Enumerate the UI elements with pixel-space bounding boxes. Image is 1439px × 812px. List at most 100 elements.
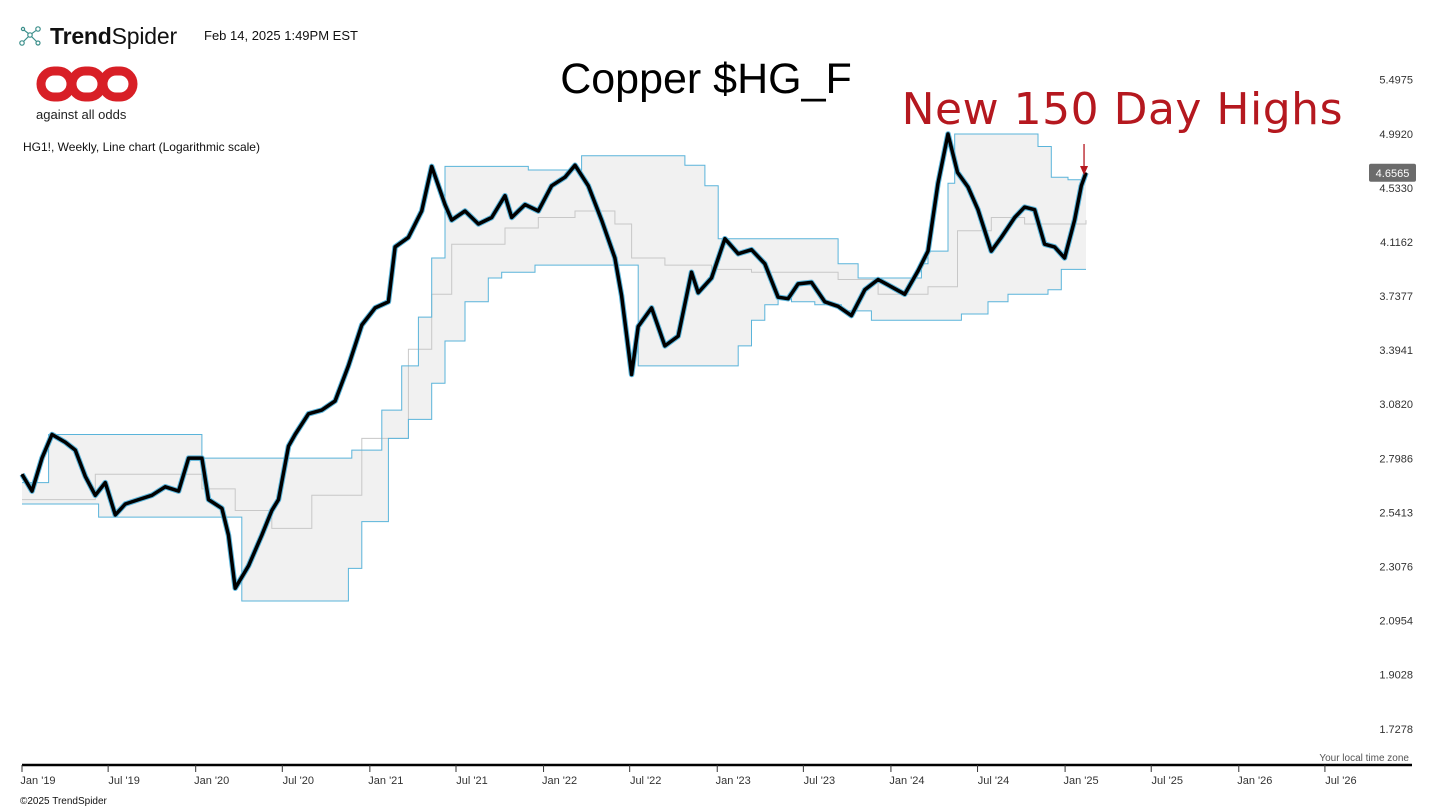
price-point — [94, 494, 96, 496]
x-tick-label: Jul '21 — [456, 775, 487, 787]
brand-name-light: Spider — [111, 22, 177, 49]
lower-channel-series — [22, 264, 1086, 602]
price-point — [564, 176, 566, 178]
price-point — [227, 534, 230, 536]
x-tick-label: Jan '23 — [716, 775, 751, 787]
price-point — [587, 185, 589, 187]
annotation-arrow-icon — [1080, 144, 1089, 175]
price-point — [511, 216, 513, 219]
price-point — [261, 534, 263, 536]
price-point — [797, 283, 799, 285]
price-point — [64, 441, 66, 443]
price-point — [737, 253, 739, 255]
price-point — [407, 236, 410, 238]
y-tick-label: 1.7278 — [1379, 724, 1413, 736]
x-tick-label: Jul '22 — [630, 775, 661, 787]
price-point — [1000, 236, 1002, 238]
price-point — [21, 473, 23, 475]
price-point — [31, 490, 33, 492]
y-tick-label: 4.5330 — [1379, 183, 1413, 195]
price-point — [151, 494, 153, 496]
price-point — [114, 514, 116, 516]
price-point — [630, 373, 633, 376]
x-tick-label: Jan '21 — [368, 775, 403, 787]
price-point — [287, 445, 290, 447]
y-tick-label: 4.1162 — [1380, 237, 1413, 249]
price-point — [1034, 209, 1036, 211]
price-point — [850, 314, 853, 317]
x-tick-label: Jan '22 — [542, 775, 577, 787]
price-point — [491, 216, 493, 219]
price-point — [917, 270, 919, 272]
price-point — [620, 295, 623, 297]
x-tick-label: Jan '24 — [889, 775, 924, 787]
price-point — [777, 296, 779, 298]
price-point — [601, 219, 603, 221]
price-point — [51, 433, 53, 436]
y-tick-label: 2.7986 — [1379, 453, 1413, 465]
price-point — [277, 499, 280, 501]
trendspider-mark-icon — [19, 26, 41, 46]
price-point — [1054, 246, 1056, 248]
price-point — [537, 210, 539, 212]
price-point — [947, 133, 949, 135]
price-point — [187, 457, 190, 459]
x-tick-label: Jul '20 — [283, 775, 314, 787]
price-point — [41, 457, 43, 459]
price-point — [1085, 172, 1087, 174]
price-point — [650, 307, 653, 309]
y-tick-label: 2.3076 — [1379, 562, 1413, 574]
price-point — [690, 271, 693, 273]
price-point — [990, 250, 992, 252]
y-tick-label: 1.9028 — [1379, 670, 1413, 682]
price-point — [201, 457, 203, 459]
x-tick-label: Jan '25 — [1064, 775, 1099, 787]
chart-title: Copper $HG_F — [560, 55, 852, 103]
y-tick-label: 5.4975 — [1379, 75, 1413, 87]
x-tick-label: Jan '19 — [20, 775, 55, 787]
price-point — [1074, 219, 1076, 221]
midline-series — [22, 210, 1087, 529]
y-tick-label: 2.5413 — [1379, 507, 1413, 519]
price-point — [394, 246, 396, 248]
x-tick-label: Jan '20 — [194, 775, 229, 787]
price-point — [524, 203, 526, 206]
price-point — [321, 409, 323, 411]
x-tick-label: Jul '25 — [1151, 775, 1182, 787]
price-point — [1080, 185, 1082, 187]
price-point — [444, 203, 446, 206]
price-point — [967, 186, 969, 188]
price-point — [104, 482, 106, 484]
price-point — [890, 286, 893, 288]
copyright: ©2025 TrendSpider — [20, 796, 107, 807]
price-point — [750, 249, 753, 251]
price-point — [347, 365, 350, 367]
price-point — [697, 292, 699, 294]
annotation-text: New 150 Day Highs — [901, 84, 1343, 135]
annotation-arrow-head — [1080, 166, 1089, 175]
y-tick-label: 4.9920 — [1379, 129, 1413, 141]
price-point — [477, 223, 479, 225]
price-point — [84, 475, 86, 477]
price-point — [124, 503, 126, 505]
price-point — [207, 499, 210, 501]
price-point — [387, 301, 390, 303]
price-point — [764, 263, 766, 265]
x-tick-label: Jan '26 — [1237, 775, 1272, 787]
last-price-badge — [1369, 163, 1416, 182]
price-point — [837, 305, 839, 307]
price-point — [677, 335, 679, 337]
price-point — [810, 281, 813, 283]
against-all-odds-logo — [36, 66, 138, 102]
price-point — [710, 277, 713, 279]
price-point — [421, 210, 423, 212]
price-point — [294, 433, 296, 436]
channel-fill — [22, 134, 1086, 601]
price-point — [464, 210, 466, 212]
price-point — [877, 278, 879, 281]
price-point — [1064, 257, 1066, 259]
chart-timestamp: Feb 14, 2025 1:49PM EST — [204, 28, 358, 43]
price-point — [74, 449, 76, 451]
price-point — [361, 324, 363, 326]
